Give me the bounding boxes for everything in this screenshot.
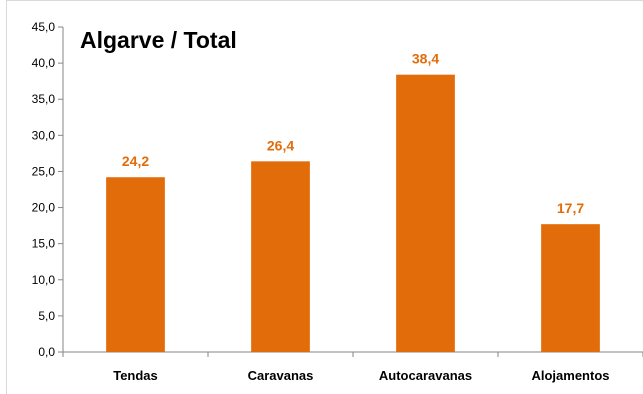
x-axis: Tendas Caravanas Autocaravanas Alojamentos xyxy=(62,351,643,383)
y-axis: 0,0 5,0 10,0 15,0 20,0 25,0 30,0 35,0 40,0 45,0 xyxy=(32,20,64,359)
bar-caravanas xyxy=(251,161,310,352)
data-label: 24,2 xyxy=(122,153,149,169)
bar-tendas xyxy=(106,177,165,352)
y-tick-label: 30,0 xyxy=(32,128,56,142)
y-tick-label: 10,0 xyxy=(32,273,56,287)
data-label-background xyxy=(115,152,156,172)
y-tick-label: 5,0 xyxy=(38,309,55,323)
bar-alojamentos xyxy=(541,224,600,352)
data-labels: 24,2 26,4 38,4 17,7 xyxy=(115,49,591,219)
data-label-background xyxy=(550,199,591,219)
chart-title: Algarve / Total xyxy=(80,27,237,53)
y-tick-label: 20,0 xyxy=(32,201,56,215)
y-tick-label: 15,0 xyxy=(32,237,56,251)
data-label-background xyxy=(260,136,301,156)
x-tick-label: Alojamentos xyxy=(531,368,609,383)
data-label: 38,4 xyxy=(412,51,439,67)
bars xyxy=(106,74,600,353)
y-tick-label: 35,0 xyxy=(32,92,56,106)
bar-autocaravanas xyxy=(396,74,455,353)
x-tick-label: Tendas xyxy=(113,368,158,383)
data-label: 17,7 xyxy=(557,200,584,216)
x-tick-label: Caravanas xyxy=(248,368,314,383)
y-tick-label: 25,0 xyxy=(32,164,56,178)
data-label-background xyxy=(405,49,446,69)
y-tick-label: 40,0 xyxy=(32,56,56,70)
y-tick-label: 45,0 xyxy=(32,20,56,34)
y-tick-label: 0,0 xyxy=(38,345,55,359)
x-tick-label: Autocaravanas xyxy=(379,368,472,383)
data-label: 26,4 xyxy=(267,137,294,153)
